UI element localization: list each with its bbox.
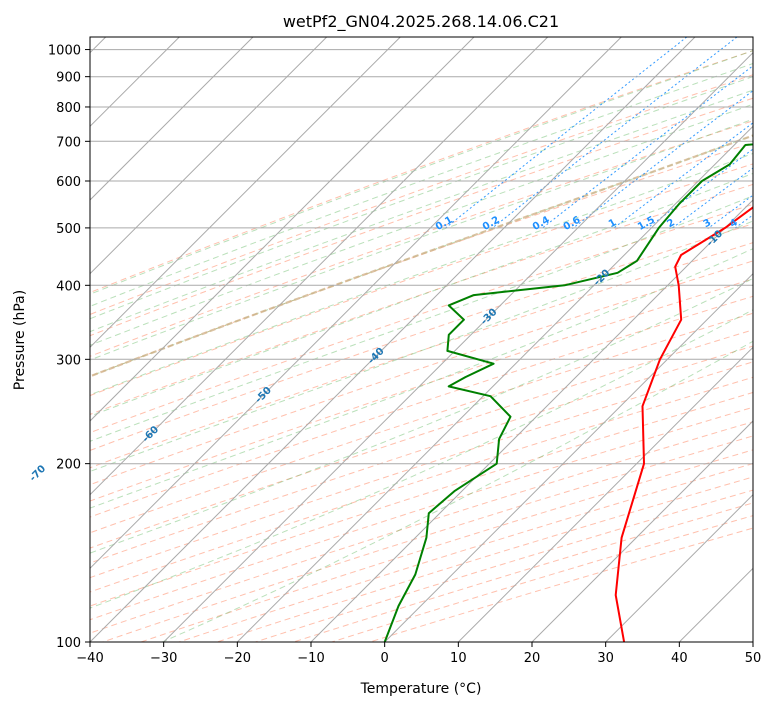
isotherm-line xyxy=(531,420,753,642)
chart-title: wetPf2_GN04.2025.268.14.06.C21 xyxy=(283,12,559,32)
dry-adiabat xyxy=(90,183,753,415)
mixing-ratio-line xyxy=(612,122,753,229)
isotherm-line xyxy=(90,37,475,422)
x-tick-label: −20 xyxy=(224,651,251,666)
y-tick-label: 600 xyxy=(56,175,81,190)
axis-ticks: −40 −30 −20 −10 0 10 20 30 40 50 1000 900 800 700 600 5… xyxy=(48,44,761,666)
isotherm-line xyxy=(752,641,753,642)
isotherm-line xyxy=(384,272,753,642)
x-tick-label: 0 xyxy=(381,651,389,666)
dry-adiabat xyxy=(90,345,753,564)
isotherm-label: -70 xyxy=(28,463,49,484)
mixing-ratio-line xyxy=(444,37,688,229)
isotherm-line xyxy=(163,51,753,642)
moist-adiabat xyxy=(90,248,753,509)
dry-adiabat xyxy=(90,223,753,451)
x-tick-label: 40 xyxy=(671,651,688,666)
moist-adiabat xyxy=(90,76,753,320)
moist-adiabat xyxy=(90,134,753,377)
isotherm-line xyxy=(310,199,753,642)
y-tick-label: 400 xyxy=(56,279,81,294)
y-tick-label: 200 xyxy=(56,458,81,473)
isotherm-line xyxy=(90,37,401,349)
moist-adiabat xyxy=(90,62,753,307)
y-tick-label: 500 xyxy=(56,222,81,237)
dry-adiabat xyxy=(331,515,753,642)
plot-frame xyxy=(89,36,754,643)
x-tick-label: −30 xyxy=(150,651,177,666)
y-tick-label: 700 xyxy=(56,135,81,150)
dry-adiabat xyxy=(90,97,753,337)
x-tick-label: −10 xyxy=(297,651,324,666)
dry-adiabat xyxy=(90,203,753,434)
temperature-line xyxy=(614,206,753,642)
dry-adiabat xyxy=(178,463,753,642)
x-tick-label: 30 xyxy=(597,651,614,666)
x-tick-label: 50 xyxy=(745,651,762,666)
dry-adiabat xyxy=(90,120,753,357)
dry-adiabat xyxy=(140,449,753,642)
moist-adiabat xyxy=(90,50,753,295)
isotherm-line xyxy=(90,37,328,275)
plot-background xyxy=(90,37,753,642)
dry-adiabat xyxy=(217,476,753,642)
x-tick-label: 20 xyxy=(524,651,541,666)
isotherm-line xyxy=(236,125,753,642)
x-axis-label: Temperature (°C) xyxy=(360,681,482,697)
isotherm-line xyxy=(90,37,254,201)
mixing-ratio-label: 4 xyxy=(728,217,740,230)
moist-adiabat xyxy=(90,220,753,473)
isotherm-line xyxy=(457,346,753,642)
mixing-ratio-label: 3 xyxy=(702,217,714,230)
sounding-lines xyxy=(383,143,753,642)
y-tick-label: 1000 xyxy=(48,44,81,59)
moist-adiabat xyxy=(90,89,753,333)
dry-adiabat xyxy=(90,376,753,593)
y-axis-label: Pressure (hPa) xyxy=(12,290,28,390)
mixing-ratio-line xyxy=(541,65,753,229)
x-tick-label: 10 xyxy=(450,651,467,666)
mixing-ratio-line xyxy=(707,194,753,230)
y-tick-label: 900 xyxy=(56,71,81,86)
mixing-ratio-label: 1 xyxy=(607,217,619,230)
isotherm-line xyxy=(90,37,622,570)
mixing-ratio-label: 2 xyxy=(665,217,677,230)
isotherm-line xyxy=(605,493,753,642)
dry-adiabat xyxy=(90,329,753,549)
isotherm-line xyxy=(90,37,549,496)
dry-adiabat xyxy=(255,489,753,642)
mixing-ratio-line xyxy=(572,90,753,229)
dry-adiabat xyxy=(90,361,753,579)
dewpoint-line xyxy=(383,143,753,642)
y-tick-label: 100 xyxy=(56,636,81,651)
y-tick-label: 800 xyxy=(56,101,81,116)
y-tick-label: 300 xyxy=(56,353,81,368)
dry-adiabat xyxy=(90,163,753,397)
grid-lines xyxy=(90,37,753,642)
moist-adiabat xyxy=(90,152,753,396)
x-tick-label: −40 xyxy=(76,651,103,666)
moist-adiabat xyxy=(90,172,753,417)
moist-adiabat xyxy=(90,118,753,361)
isotherm-line xyxy=(90,37,696,642)
